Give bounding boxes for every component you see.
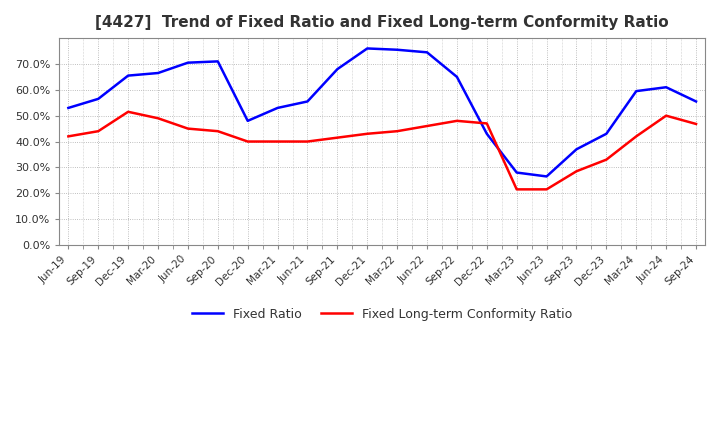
Legend: Fixed Ratio, Fixed Long-term Conformity Ratio: Fixed Ratio, Fixed Long-term Conformity …	[187, 303, 577, 326]
Fixed Long-term Conformity Ratio	[333, 135, 342, 140]
Fixed Ratio	[542, 174, 551, 179]
Fixed Long-term Conformity Ratio	[64, 134, 73, 139]
Fixed Long-term Conformity Ratio	[363, 131, 372, 136]
Line: Fixed Long-term Conformity Ratio: Fixed Long-term Conformity Ratio	[68, 112, 696, 189]
Fixed Long-term Conformity Ratio	[274, 139, 282, 144]
Fixed Ratio	[632, 88, 641, 94]
Fixed Long-term Conformity Ratio	[393, 128, 402, 134]
Fixed Long-term Conformity Ratio	[243, 139, 252, 144]
Fixed Long-term Conformity Ratio	[124, 109, 132, 114]
Fixed Ratio	[602, 131, 611, 136]
Fixed Long-term Conformity Ratio	[692, 121, 701, 127]
Title: [4427]  Trend of Fixed Ratio and Fixed Long-term Conformity Ratio: [4427] Trend of Fixed Ratio and Fixed Lo…	[95, 15, 669, 30]
Fixed Ratio	[303, 99, 312, 104]
Fixed Long-term Conformity Ratio	[662, 113, 670, 118]
Fixed Ratio	[153, 70, 162, 76]
Fixed Long-term Conformity Ratio	[542, 187, 551, 192]
Fixed Long-term Conformity Ratio	[153, 116, 162, 121]
Fixed Ratio	[513, 170, 521, 175]
Fixed Ratio	[423, 50, 431, 55]
Fixed Ratio	[572, 147, 581, 152]
Fixed Long-term Conformity Ratio	[423, 123, 431, 128]
Fixed Long-term Conformity Ratio	[94, 128, 102, 134]
Fixed Ratio	[482, 131, 491, 136]
Fixed Ratio	[214, 59, 222, 64]
Fixed Ratio	[692, 99, 701, 104]
Fixed Long-term Conformity Ratio	[303, 139, 312, 144]
Fixed Long-term Conformity Ratio	[513, 187, 521, 192]
Fixed Ratio	[393, 47, 402, 52]
Fixed Ratio	[124, 73, 132, 78]
Fixed Ratio	[64, 105, 73, 110]
Fixed Long-term Conformity Ratio	[632, 134, 641, 139]
Fixed Ratio	[363, 46, 372, 51]
Fixed Ratio	[662, 84, 670, 90]
Fixed Long-term Conformity Ratio	[572, 169, 581, 174]
Fixed Long-term Conformity Ratio	[184, 126, 192, 131]
Fixed Ratio	[274, 105, 282, 110]
Fixed Ratio	[453, 74, 462, 80]
Fixed Ratio	[243, 118, 252, 124]
Fixed Long-term Conformity Ratio	[602, 157, 611, 162]
Line: Fixed Ratio: Fixed Ratio	[68, 48, 696, 176]
Fixed Ratio	[94, 96, 102, 102]
Fixed Ratio	[333, 66, 342, 72]
Fixed Ratio	[184, 60, 192, 65]
Fixed Long-term Conformity Ratio	[214, 128, 222, 134]
Fixed Long-term Conformity Ratio	[453, 118, 462, 124]
Fixed Long-term Conformity Ratio	[482, 121, 491, 126]
